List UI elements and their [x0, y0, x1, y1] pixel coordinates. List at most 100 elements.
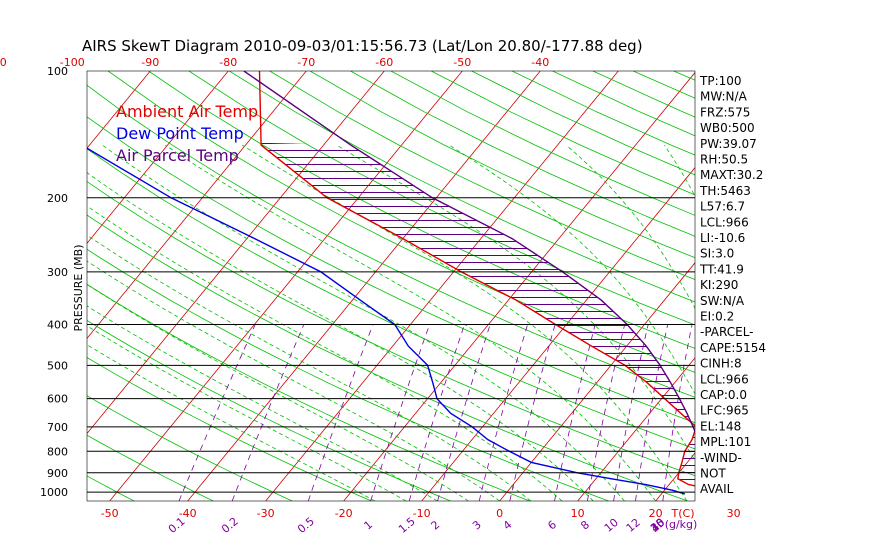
dry-adiabat-line: [87, 434, 214, 501]
plot-frame: [86, 70, 696, 502]
bottom-temp-tick-label: 20: [649, 507, 663, 520]
mixing-ratio-line: [587, 324, 626, 501]
index-item: NOT: [700, 467, 726, 481]
index-item: MW:N/A: [700, 90, 748, 104]
legend: Ambient Air Temp Dew Point Temp Air Parcel…: [116, 102, 258, 165]
index-item: -WIND-: [700, 451, 742, 465]
dry-adiabat-line: [107, 71, 695, 373]
dry-adiabat-line: [0, 71, 55, 501]
dry-adiabat-line: [229, 71, 695, 303]
dry-adiabat-line: [87, 283, 530, 501]
index-item: CINH:8: [700, 357, 742, 371]
axis-ticks: -120-110-100-90-80-70-60-50-40-50-40-30-…: [0, 56, 741, 536]
series-line-parcel: [243, 71, 695, 434]
y-axis-label: PRESSURE (MB): [72, 245, 85, 332]
dry-adiabat-line: [87, 248, 609, 501]
isotherm-line: [187, 71, 541, 501]
isotherm-line: [87, 71, 307, 340]
dry-adiabat-line: [835, 71, 870, 501]
index-item: MAXT:30.2: [700, 168, 763, 182]
cape-hatch-area: [261, 142, 695, 486]
pressure-tick-label: 500: [47, 359, 68, 372]
index-item: TH:5463: [699, 184, 751, 198]
legend-item-dewpoint: Dew Point Temp: [116, 124, 244, 143]
dry-adiabat-line: [87, 357, 372, 501]
legend-item-ambient: Ambient Air Temp: [116, 102, 258, 121]
mixing-ratio-label: 8: [578, 518, 592, 532]
mixing-ratio-line: [437, 324, 491, 501]
index-item: TP:100: [699, 74, 742, 88]
pressure-tick-label: 1000: [40, 486, 68, 499]
dry-adiabat-line: [87, 116, 695, 424]
dry-adiabat-line: [755, 71, 870, 501]
index-item: AVAIL: [700, 482, 734, 496]
dry-adiabat-line: [309, 71, 695, 259]
pressure-tick-label: 300: [47, 266, 68, 279]
top-temp-tick-label: -90: [141, 56, 159, 69]
bottom-temp-tick-label: 30: [727, 507, 741, 520]
pressure-tick-label: 600: [47, 393, 68, 406]
top-temp-tick-label: -100: [60, 56, 85, 69]
index-item: KI:290: [700, 278, 738, 292]
index-item: SW:N/A: [700, 294, 745, 308]
index-item: WB0:500: [700, 121, 755, 135]
pressure-tick-label: 400: [47, 319, 68, 332]
mixing-ratio-label: 4: [501, 518, 515, 532]
dry-adiabat-line: [87, 475, 135, 501]
top-temp-tick-label: -60: [375, 56, 393, 69]
mixing-ratio-unit: (g/kg): [665, 518, 698, 531]
dry-adiabat-line: [269, 71, 695, 280]
mixing-ratio-line: [307, 324, 374, 501]
isotherm-line: [87, 71, 385, 435]
index-item: LCL:966: [700, 215, 749, 229]
isotherm-line: [0, 71, 72, 501]
mixing-ratio-line: [408, 324, 465, 501]
top-temp-tick-label: -50: [453, 56, 471, 69]
pressure-tick-label: 100: [47, 65, 68, 78]
index-item: EI:0.2: [700, 310, 734, 324]
pressure-tick-label: 800: [47, 445, 68, 458]
moist-adiabat-line: [87, 205, 563, 501]
mixing-ratio-line: [370, 324, 430, 501]
index-item: LFC:965: [700, 404, 749, 418]
dry-adiabat-line: [87, 319, 451, 501]
top-temp-tick-label: -80: [219, 56, 237, 69]
mixing-ratio-line: [478, 324, 528, 501]
legend-item-parcel: Air Parcel Temp: [116, 146, 239, 165]
bottom-temp-tick-label: -20: [335, 507, 353, 520]
cape-hatch: [261, 142, 695, 486]
moist-adiabat-line: [87, 172, 594, 501]
isotherm-line: [265, 71, 619, 501]
pressure-tick-label: 700: [47, 421, 68, 434]
top-temp-tick-label: -110: [0, 56, 7, 69]
pressure-tick-label: 200: [47, 192, 68, 205]
isobars: 100 200 300 400 500 600 700 800 900 1000: [40, 65, 696, 502]
dry-adiabat-line: [87, 395, 293, 501]
mixing-ratio-label: 6: [545, 518, 559, 532]
index-item: FRZ:575: [700, 105, 750, 119]
mixing-ratio-label: 2: [429, 518, 443, 532]
dry-adiabat-line: [633, 71, 695, 99]
mixing-ratio-line: [509, 324, 556, 501]
isotherm-line: [499, 262, 695, 501]
index-item: SI:3.0: [700, 247, 734, 261]
mixing-ratio-label: 1: [362, 518, 376, 532]
top-temp-tick-label: -70: [297, 56, 315, 69]
isotherm-line: [655, 452, 695, 501]
index-item: EL:148: [700, 419, 741, 433]
dry-adiabat-line: [87, 148, 695, 450]
bottom-temp-tick-label: 0: [496, 507, 503, 520]
index-item: -PARCEL-: [700, 325, 754, 339]
isotherm-line: [109, 71, 463, 501]
chart-title: AIRS SkewT Diagram 2010-09-03/01:15:56.7…: [82, 37, 643, 55]
mixing-ratio-label: 0.5: [295, 515, 317, 536]
isotherm-line: [87, 71, 229, 244]
bottom-temp-tick-label: -10: [413, 507, 431, 520]
mixing-ratio-line: [178, 324, 256, 501]
index-item: CAPE:5154: [700, 341, 766, 355]
dry-adiabat-line: [87, 84, 695, 398]
bottom-temp-tick-label: -40: [179, 507, 197, 520]
mixing-ratio-label: 3: [470, 518, 484, 532]
